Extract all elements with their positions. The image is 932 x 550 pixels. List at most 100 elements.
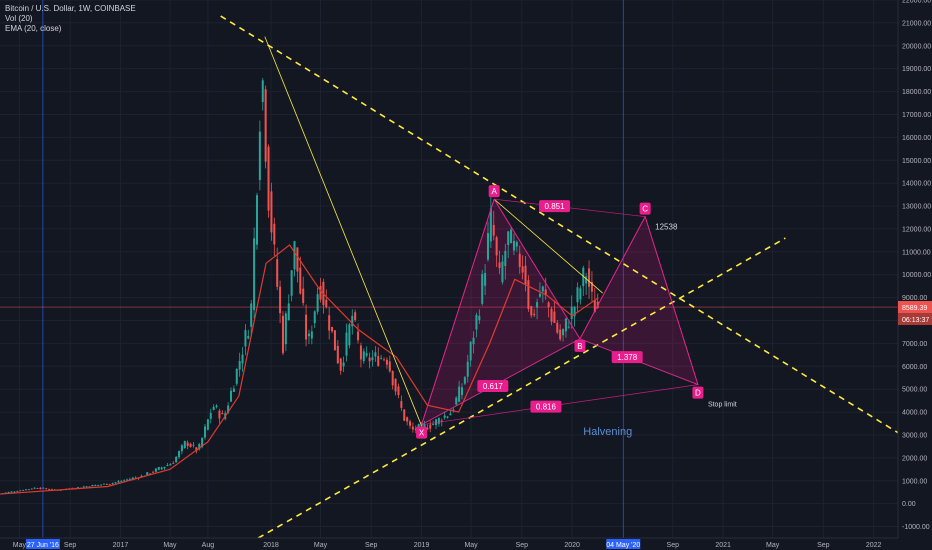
candle-body: [492, 224, 495, 236]
candle-body: [186, 442, 189, 447]
candle-body: [579, 288, 582, 300]
candle-body: [452, 409, 455, 411]
point-a-label: A: [488, 185, 500, 198]
time-tick-label: 2022: [866, 542, 882, 549]
candle-body: [460, 387, 464, 396]
candle-body: [567, 326, 570, 328]
candle-body: [255, 195, 258, 245]
candle-body: [195, 447, 198, 452]
candle-body: [7, 491, 10, 493]
time-tick-label: 2020: [564, 542, 580, 549]
symbol-title[interactable]: Bitcoin / U.S. Dollar, 1W, COINBASE: [5, 4, 136, 13]
point-c-label-text: C: [642, 205, 648, 214]
time-markers: [0, 0, 898, 538]
candle-body: [192, 444, 195, 446]
candle-body: [229, 390, 233, 402]
candle-body: [261, 80, 264, 103]
ratio-ac-label-text: 0.851: [545, 202, 566, 211]
time-tick-label: May: [766, 542, 780, 549]
candle-body: [123, 480, 126, 482]
candle-body: [4, 492, 7, 494]
candle-body: [258, 131, 261, 181]
candle-body: [576, 287, 579, 303]
volume-indicator-label[interactable]: Vol (20): [5, 14, 33, 23]
candle-body: [325, 299, 328, 308]
candle-body: [518, 253, 521, 267]
candle-body: [495, 237, 498, 256]
ema-indicator-label[interactable]: EMA (20, close): [5, 24, 62, 33]
candle-body: [371, 357, 374, 361]
target-price-label: 12538: [655, 223, 678, 232]
current-price-tag: 8589.39: [902, 305, 927, 312]
price-axis[interactable]: -1000.00 0.00 1000.00 2000.00 3000.00 4000.00…: [897, 0, 932, 550]
candle-body: [466, 361, 469, 377]
candle-body: [357, 331, 360, 341]
halvening-label: Halvening: [583, 426, 632, 438]
ratio-ac-label: 0.851: [539, 200, 571, 213]
candle-body: [76, 487, 79, 488]
candle-body: [111, 483, 114, 485]
candle-body: [547, 302, 550, 307]
time-tick-label: May: [464, 542, 478, 549]
candle-body: [48, 489, 51, 491]
candle-body: [91, 484, 94, 487]
candle-body: [394, 378, 397, 392]
time-tick-label: May: [314, 542, 328, 549]
candle-body: [154, 468, 157, 472]
candle-body: [152, 471, 155, 473]
candle-body: [512, 240, 515, 251]
candle-body: [556, 322, 559, 333]
stop-limit-label: Stop limit: [708, 402, 737, 409]
candle-body: [429, 424, 432, 429]
candle-body: [385, 359, 388, 365]
time-marker-tag: 04 May '20: [606, 542, 640, 549]
candle-body: [293, 241, 296, 270]
point-b-label-text: B: [577, 342, 582, 351]
price-tick-label: 18000.00: [902, 89, 931, 96]
candle-body: [290, 270, 293, 296]
time-tick-label: Sep: [516, 542, 529, 549]
ratio-xd-label-bg: [530, 400, 562, 413]
candle-body: [391, 371, 394, 386]
candle-body: [203, 426, 207, 438]
point-c-label: C: [639, 202, 651, 215]
candle-body: [590, 281, 593, 292]
candle-body: [33, 487, 36, 489]
price-tick-label: 5000.00: [902, 387, 927, 394]
time-marker-tag-bg: [606, 539, 641, 549]
candle-body: [593, 300, 596, 313]
candle-body: [102, 483, 105, 485]
candle-body: [510, 229, 513, 244]
point-a-label-text: A: [491, 187, 497, 196]
point-b-label: B: [574, 339, 586, 352]
candle-body: [85, 486, 88, 488]
trendlines[interactable]: [220, 15, 899, 539]
candle-body: [305, 314, 308, 340]
candle-body: [281, 315, 284, 354]
candle-body: [541, 286, 544, 292]
point-c-label-bg: [639, 202, 651, 215]
candle-body: [331, 326, 334, 332]
candle-body: [368, 357, 371, 362]
time-axis[interactable]: May Sep 2017 May Aug 2018 May Sep 2019 May Sep 2020…: [0, 537, 932, 550]
candle-body: [469, 341, 472, 361]
candle-body: [544, 289, 547, 296]
time-tick-label: May: [13, 542, 27, 549]
candle-body: [339, 358, 342, 371]
trendline-wedge-top: [493, 198, 603, 294]
ema-polyline: [0, 244, 599, 495]
candle-body: [232, 388, 235, 392]
candle-body: [423, 424, 426, 429]
price-tick-label: 14000.00: [902, 181, 931, 188]
ratio-xb-label-text: 0.617: [483, 382, 504, 391]
candle-body: [244, 330, 247, 347]
candle-body: [498, 262, 501, 269]
pattern-leg-ab: [493, 198, 581, 340]
candle-body: [345, 332, 348, 356]
candle-body: [414, 428, 417, 431]
candle-body: [273, 223, 276, 245]
ratio-xd-label: 0.816: [530, 400, 562, 413]
candle-body: [400, 401, 403, 408]
